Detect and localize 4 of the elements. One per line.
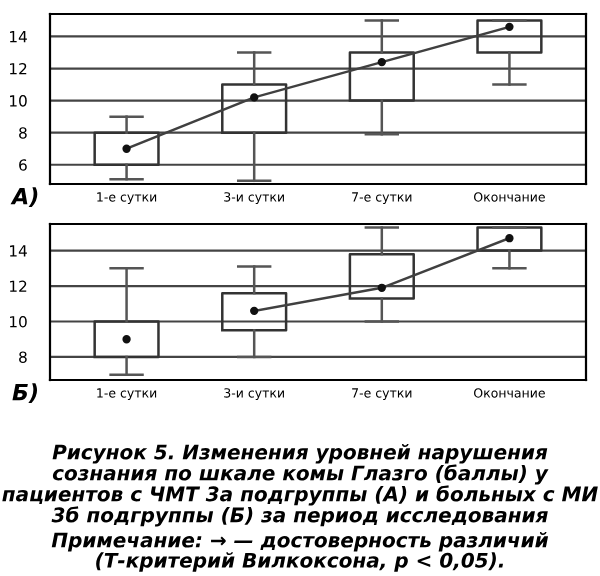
text: А)	[10, 187, 38, 208]
text: Б)	[12, 383, 38, 404]
text: Примечание: → — достоверность различий (Т-критерий Вилкоксона, р < 0,05).	[51, 532, 549, 572]
text: Рисунок 5. Изменения уровней нарушения сознания по шкале комы Глазго (баллы) у пациентов с ЧМТ 3а подгруппы (А) и больных с МИ 3б подгруппы (Б) за период исследования	[2, 444, 598, 527]
